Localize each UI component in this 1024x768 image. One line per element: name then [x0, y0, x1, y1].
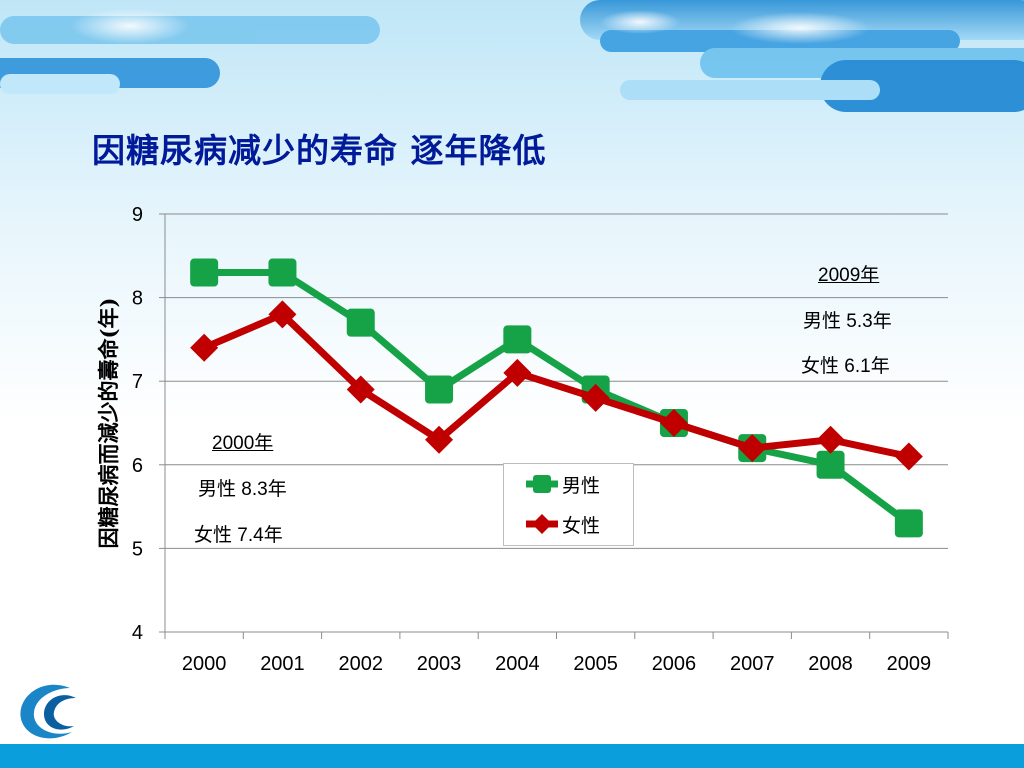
annotation-2009-female: 女性 6.1年 — [801, 356, 890, 377]
annotation-2000-male: 男性 8.3年 — [198, 479, 287, 500]
data-point-female — [268, 300, 297, 329]
legend-item-female: 女性 — [524, 513, 601, 537]
legend-item-male: 男性 — [524, 473, 601, 497]
x-tick-label: 2006 — [652, 653, 697, 675]
legend-key-male — [526, 475, 558, 493]
legend-label-female: 女性 — [562, 515, 601, 537]
cloud-decoration — [0, 0, 1024, 112]
data-point-female — [738, 434, 767, 463]
data-point-female — [816, 425, 845, 454]
slide-title: 因糖尿病减少的寿命 逐年降低 — [92, 131, 547, 170]
x-tick-label: 2008 — [808, 653, 853, 675]
data-point-female — [503, 358, 532, 387]
annotation-2000-female: 女性 7.4年 — [194, 525, 283, 546]
data-point-female — [425, 425, 454, 454]
y-tick-labels: 4 5 6 7 8 9 — [132, 204, 143, 644]
chart-legend: 男性 女性 — [503, 463, 634, 546]
x-tick-label: 2007 — [730, 653, 775, 675]
series-line-male — [204, 269, 911, 527]
y-axis-label: 因糖尿病而減少的壽命(年) — [96, 298, 121, 549]
x-tick-label: 2002 — [339, 653, 384, 675]
y-tick-label: 4 — [132, 622, 143, 644]
data-point-male — [346, 308, 375, 337]
bottom-bar — [0, 744, 1024, 768]
x-tick-label: 2001 — [260, 653, 305, 675]
y-tick-label: 8 — [132, 288, 143, 310]
logo-mark — [18, 680, 82, 744]
data-point-male — [268, 258, 297, 287]
data-point-male — [503, 325, 532, 354]
x-tick-label: 2009 — [887, 653, 932, 675]
y-tick-label: 9 — [132, 204, 143, 226]
data-point-female — [581, 383, 610, 412]
annotation-2000-heading: 2000年 — [212, 433, 274, 454]
data-series — [190, 258, 923, 538]
y-tick-label: 6 — [132, 455, 143, 477]
data-point-male — [190, 258, 219, 287]
data-point-female — [346, 375, 375, 404]
x-tick-label: 2004 — [495, 653, 540, 675]
x-tick-label: 2005 — [573, 653, 618, 675]
data-point-male — [816, 450, 845, 479]
legend-key-female — [526, 514, 558, 534]
data-point-female — [190, 333, 219, 362]
data-point-female — [659, 409, 688, 437]
y-tick-label: 5 — [132, 538, 143, 560]
annotation-2009-heading: 2009年 — [818, 265, 880, 286]
y-tick-label: 7 — [132, 371, 143, 393]
data-point-male — [425, 375, 454, 404]
chart-axes — [159, 213, 949, 639]
data-point-female — [894, 442, 923, 471]
annotation-2009-male: 男性 5.3年 — [803, 311, 892, 332]
data-point-male — [894, 509, 923, 538]
x-tick-label: 2000 — [182, 653, 227, 675]
series-line-female — [202, 310, 910, 460]
x-tick-labels: 2000 2001 2002 2003 2004 2005 2006 2007 2008 2009 — [182, 653, 931, 675]
x-tick-label: 2003 — [417, 653, 462, 675]
legend-label-male: 男性 — [562, 475, 601, 497]
